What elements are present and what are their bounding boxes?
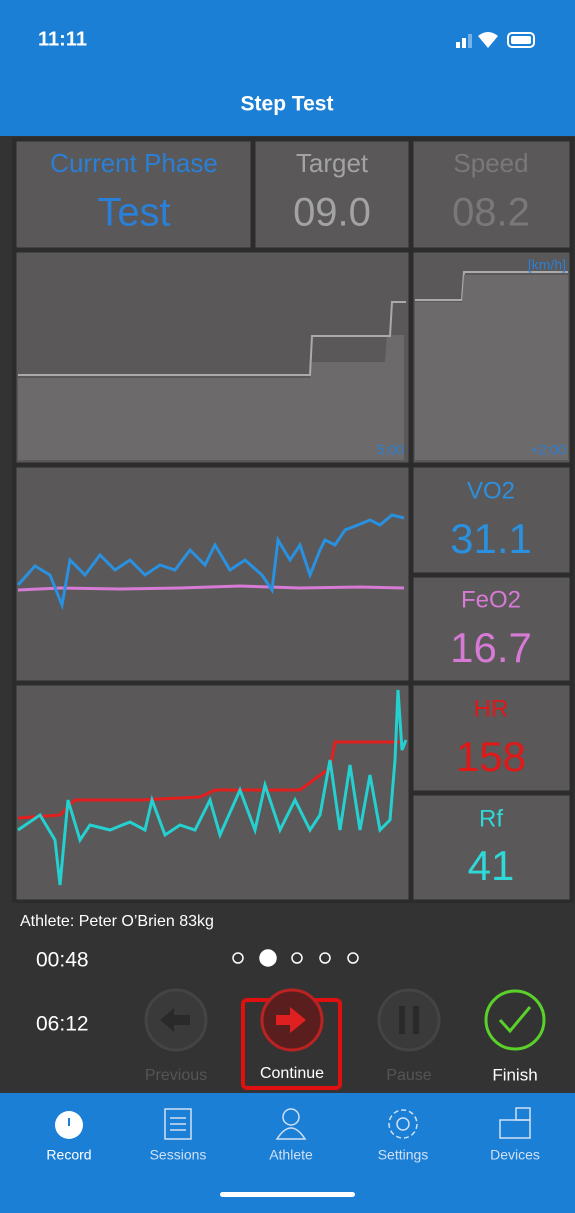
tab-settings[interactable]: Settings bbox=[378, 1109, 429, 1163]
tab-label: Devices bbox=[490, 1147, 540, 1163]
target-label: Target bbox=[296, 148, 369, 178]
tab-sessions[interactable]: Sessions bbox=[150, 1108, 207, 1163]
feo2-trace bbox=[17, 584, 405, 592]
previous-button[interactable]: Previous bbox=[144, 988, 208, 1084]
rf-cell bbox=[410, 792, 573, 903]
speed-area bbox=[18, 335, 404, 460]
tab-athlete[interactable]: Athlete bbox=[269, 1108, 313, 1163]
tab-devices[interactable]: Devices bbox=[490, 1107, 540, 1163]
window-long: 5:00 bbox=[377, 442, 404, 458]
metric-label: HR bbox=[474, 695, 509, 722]
status-time: 11:11 bbox=[38, 28, 87, 50]
control-label: Finish bbox=[492, 1065, 537, 1084]
pause-button[interactable]: Pause bbox=[377, 988, 441, 1084]
metric-value: 31.1 bbox=[450, 515, 532, 562]
phase-cell bbox=[13, 138, 254, 251]
metric-label: VO2 bbox=[467, 477, 515, 504]
tab-label: Settings bbox=[378, 1147, 429, 1163]
control-label: Pause bbox=[386, 1067, 431, 1084]
metric-value: 158 bbox=[456, 733, 526, 780]
continue-button[interactable]: Continue bbox=[241, 988, 342, 1090]
tab-label: Sessions bbox=[150, 1147, 207, 1163]
speed-value: 08.2 bbox=[452, 191, 530, 235]
target-cell bbox=[252, 138, 412, 251]
rf-trace bbox=[17, 689, 408, 886]
metric-value: 16.7 bbox=[450, 624, 532, 671]
tab-label: Athlete bbox=[269, 1147, 313, 1163]
vo2-trace bbox=[16, 513, 405, 611]
metric-label: Rf bbox=[479, 805, 503, 832]
metric-value: 41 bbox=[468, 842, 515, 889]
control-label: Previous bbox=[145, 1067, 207, 1084]
speed-label: Speed bbox=[453, 148, 528, 178]
athlete: Athlete: Peter O’Brien 83kg bbox=[20, 913, 214, 930]
total-timer: 06:12 bbox=[36, 1013, 89, 1036]
finish-button[interactable]: Finish bbox=[484, 989, 546, 1084]
hr-cell bbox=[410, 682, 573, 794]
window-short: +2:00 bbox=[531, 442, 567, 458]
speed-unit: [km/h] bbox=[528, 257, 566, 273]
target-value: 09.0 bbox=[293, 191, 371, 235]
tab-label: Record bbox=[46, 1147, 91, 1163]
header-title: Step Test bbox=[241, 93, 334, 116]
speed-cell bbox=[410, 138, 573, 251]
gas-chart bbox=[13, 464, 412, 684]
page-dots bbox=[232, 949, 359, 967]
target-trace-short bbox=[415, 271, 568, 301]
control-label: Continue bbox=[260, 1065, 324, 1082]
phase-value: Test bbox=[97, 191, 170, 235]
home-indicator bbox=[220, 1192, 355, 1197]
status-icons bbox=[456, 32, 535, 48]
phase-label: Current Phase bbox=[50, 148, 218, 178]
speed-area-short bbox=[415, 275, 568, 460]
target-trace bbox=[18, 301, 406, 376]
stage-timer: 00:48 bbox=[36, 949, 89, 972]
header-bar bbox=[0, 0, 575, 136]
vo2-cell bbox=[410, 464, 573, 576]
metric-label: FeO2 bbox=[461, 586, 521, 613]
feo2-cell bbox=[410, 574, 573, 684]
tab-record[interactable]: Record bbox=[46, 1111, 92, 1163]
